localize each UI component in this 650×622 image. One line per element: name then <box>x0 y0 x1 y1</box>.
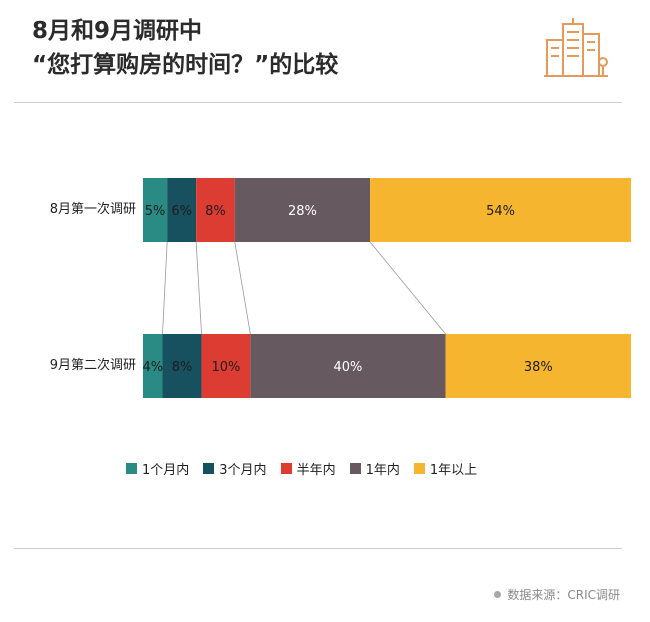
stacked-bar-chart: 5% 6% 8% 28% 54% 4% 8% 10% 40% 38% <box>142 178 631 398</box>
legend-label: 3个月内 <box>219 463 267 478</box>
legend-label: 1年内 <box>365 463 400 478</box>
source-text: 数据来源：CRIC调研 <box>507 588 620 602</box>
bullet-icon <box>494 591 502 598</box>
top-divider <box>14 102 622 103</box>
data-label: 40% <box>334 360 363 375</box>
chart-title: 8月和9月调研中 “您打算购房的时间？”的比较 <box>32 14 338 82</box>
bar-segment <box>196 178 235 242</box>
data-label: 5% <box>145 204 166 219</box>
source-note: 数据来源：CRIC调研 <box>494 586 620 603</box>
legend-item-half-year: 半年内 <box>280 459 336 478</box>
connector-line <box>369 241 446 335</box>
connector-line <box>234 241 251 335</box>
legend-label: 1个月内 <box>142 463 190 478</box>
bar-segment <box>234 178 371 242</box>
bar-segment <box>143 178 168 242</box>
bar-segment <box>162 334 202 398</box>
legend-swatch <box>349 463 361 474</box>
legend-label: 半年内 <box>296 463 336 478</box>
bar-segment <box>167 178 197 242</box>
bottom-divider <box>14 548 622 549</box>
legend-item-over-1-year: 1年以上 <box>413 459 478 478</box>
connector-line <box>162 241 168 335</box>
category-label-sep: 9月第二次调研 <box>49 358 136 373</box>
data-label: 8% <box>205 204 226 219</box>
legend-swatch <box>203 463 215 474</box>
legend-item-1-month: 1个月内 <box>126 459 189 478</box>
data-label: 6% <box>171 204 192 219</box>
bar-segment <box>445 334 631 398</box>
data-label: 8% <box>172 360 193 375</box>
bar-segment <box>143 334 163 398</box>
legend-item-1-year: 1年内 <box>349 459 400 478</box>
bar-segment <box>201 334 251 398</box>
legend-swatch <box>126 463 137 474</box>
data-label: 54% <box>486 204 515 219</box>
connector-line <box>195 241 202 335</box>
data-label: 10% <box>212 360 241 375</box>
data-label: 38% <box>524 360 553 375</box>
legend-swatch <box>413 463 425 474</box>
title-line-1: 8月和9月调研中 <box>32 18 203 44</box>
legend: 1个月内 3个月内 半年内 1年内 1年以上 <box>126 459 477 478</box>
data-label: 4% <box>142 360 163 375</box>
buildings-icon <box>544 18 608 77</box>
category-label-aug: 8月第一次调研 <box>49 202 136 217</box>
legend-item-3-months: 3个月内 <box>203 459 267 478</box>
legend-label: 1年以上 <box>429 463 478 478</box>
bar-segment <box>370 178 631 242</box>
title-line-2: “您打算购房的时间？”的比较 <box>32 52 339 78</box>
legend-swatch <box>280 463 292 474</box>
bar-segment <box>250 334 446 398</box>
data-label: 28% <box>288 204 317 219</box>
